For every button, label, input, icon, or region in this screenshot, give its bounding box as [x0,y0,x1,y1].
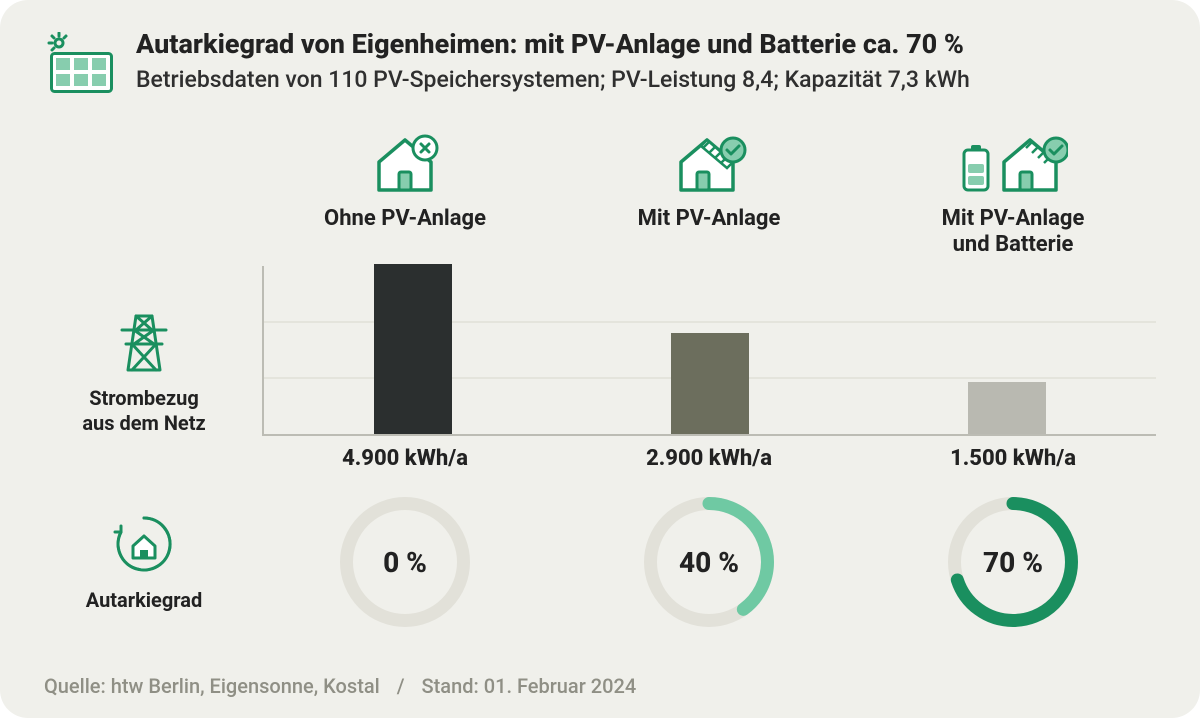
bar-values-row: 4.900 kWh/a 2.900 kWh/a 1.500 kWh/a [44,446,1156,471]
column-label: Mit PV-Anlage [566,206,852,260]
row-label-text: Autarkiegrad [86,588,203,613]
column-header-pv-battery: Mit PV-Anlageund Batterie [870,120,1156,260]
bar-pv-battery [968,382,1046,434]
header: Autarkiegrad von Eigenheimen: mit PV-Anl… [44,28,1156,98]
house-cycle-icon [111,512,177,580]
house-x-icon [262,120,548,198]
house-pv-battery-icon [870,120,1156,198]
donut-pv: 40 % [644,497,774,627]
infographic-card: Autarkiegrad von Eigenheimen: mit PV-Anl… [0,0,1200,718]
row-label-text: Strombezugaus dem Netz [82,386,205,436]
page-subtitle: Betriebsdaten von 110 PV-Speichersysteme… [136,66,1156,93]
column-label: Ohne PV-Anlage [262,206,548,260]
pylon-icon [116,310,172,378]
column-header-pv: Mit PV-Anlage [566,120,852,260]
bar-pv [671,333,749,434]
footer-source: Quelle: htw Berlin, Eigensonne, Kostal [44,674,380,698]
bar-value: 4.900 kWh/a [262,446,548,471]
bar-chart-row: Strombezugaus dem Netz [44,266,1156,436]
page-title: Autarkiegrad von Eigenheimen: mit PV-Anl… [136,28,1156,62]
column-label: Mit PV-Anlageund Batterie [870,206,1156,260]
bar-chart [262,266,1156,436]
house-pv-check-icon [566,120,852,198]
donut-row: Autarkiegrad 0 % 40 % 70 % [44,497,1156,627]
solar-panel-icon [44,32,114,98]
bar-value: 1.500 kWh/a [870,446,1156,471]
bar-no-pv [374,264,452,434]
row-label-grid-draw: Strombezugaus dem Netz [44,310,244,436]
column-header-no-pv: Ohne PV-Anlage [262,120,548,260]
donut-pv-battery: 70 % [948,497,1078,627]
column-headers-row: Ohne PV-Anlage [44,120,1156,260]
row-label-autarky: Autarkiegrad [44,512,244,613]
title-block: Autarkiegrad von Eigenheimen: mit PV-Anl… [136,28,1156,93]
footer-date: Stand: 01. Februar 2024 [422,674,637,698]
footer: Quelle: htw Berlin, Eigensonne, Kostal /… [44,674,636,698]
footer-separator: / [397,674,405,698]
donut-no-pv: 0 % [340,497,470,627]
bar-value: 2.900 kWh/a [566,446,852,471]
